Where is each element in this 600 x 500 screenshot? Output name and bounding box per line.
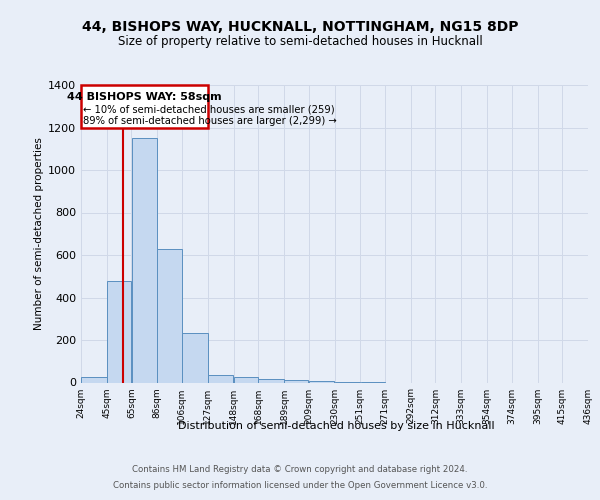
Bar — [234, 377, 258, 382]
Text: Contains public sector information licensed under the Open Government Licence v3: Contains public sector information licen… — [113, 480, 487, 490]
Text: 44 BISHOPS WAY: 58sqm: 44 BISHOPS WAY: 58sqm — [67, 92, 221, 102]
Bar — [157, 248, 182, 382]
Text: ← 10% of semi-detached houses are smaller (259): ← 10% of semi-detached houses are smalle… — [83, 104, 335, 114]
Text: Size of property relative to semi-detached houses in Hucknall: Size of property relative to semi-detach… — [118, 35, 482, 48]
Text: 89% of semi-detached houses are larger (2,299) →: 89% of semi-detached houses are larger (… — [83, 116, 337, 126]
Bar — [259, 380, 284, 382]
Bar — [81, 377, 107, 382]
Bar — [81, 85, 208, 128]
Bar — [107, 280, 131, 382]
Bar — [131, 138, 157, 382]
Y-axis label: Number of semi-detached properties: Number of semi-detached properties — [34, 138, 44, 330]
Text: Distribution of semi-detached houses by size in Hucknall: Distribution of semi-detached houses by … — [178, 421, 494, 431]
Text: Contains HM Land Registry data © Crown copyright and database right 2024.: Contains HM Land Registry data © Crown c… — [132, 464, 468, 473]
Text: 44, BISHOPS WAY, HUCKNALL, NOTTINGHAM, NG15 8DP: 44, BISHOPS WAY, HUCKNALL, NOTTINGHAM, N… — [82, 20, 518, 34]
Bar — [182, 332, 208, 382]
Bar — [208, 375, 233, 382]
Bar — [284, 380, 308, 382]
